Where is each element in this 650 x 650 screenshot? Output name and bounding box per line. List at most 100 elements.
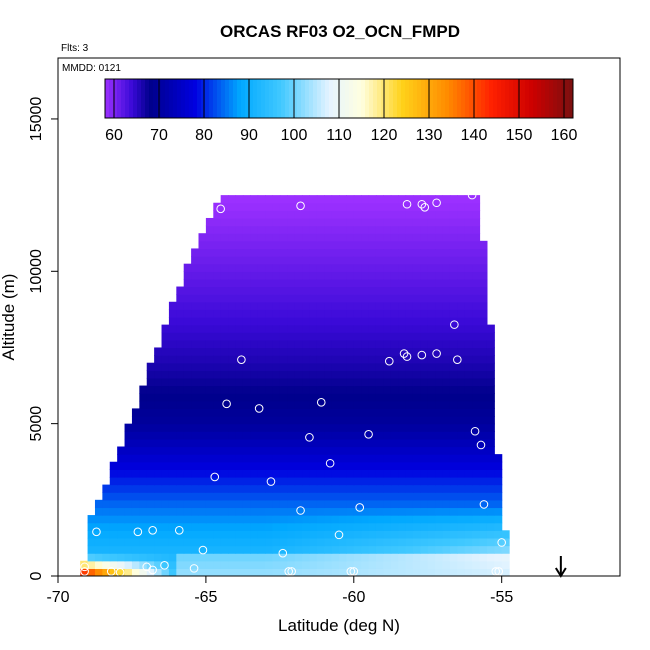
field-cell [213, 309, 222, 318]
field-cell [353, 507, 362, 516]
field-cell [339, 317, 347, 326]
field-cell [472, 545, 481, 554]
field-cell [412, 225, 421, 234]
field-cell [220, 507, 229, 516]
field-cell [131, 545, 140, 554]
field-cell [235, 499, 244, 509]
field-cell [457, 431, 466, 440]
field-cell [479, 484, 488, 493]
field-cell [346, 553, 355, 562]
field-cell [405, 476, 414, 486]
field-cell [405, 195, 414, 204]
field-cell [472, 446, 481, 455]
field-cell [479, 309, 488, 318]
field-cell [412, 515, 421, 524]
field-cell [213, 423, 222, 432]
field-cell [302, 347, 311, 356]
field-cell [198, 233, 207, 242]
y-tick-label: 10000 [28, 249, 45, 294]
field-cell [228, 294, 237, 303]
field-cell [191, 256, 200, 265]
field-cell [213, 438, 222, 448]
field-cell [383, 438, 392, 448]
field-cell [324, 355, 333, 364]
field-cell [346, 492, 355, 501]
field-cell [183, 537, 192, 547]
field-cell [213, 377, 222, 387]
field-cell [346, 385, 355, 394]
field-cell [309, 545, 318, 554]
field-cell [242, 233, 251, 242]
field-cell [346, 339, 355, 349]
field-cell [457, 278, 466, 288]
field-cell [191, 385, 200, 394]
field-cell [228, 499, 237, 509]
field-cell [339, 492, 347, 501]
field-cell [375, 553, 384, 562]
field-cell [139, 416, 148, 425]
colorbar-cell [185, 79, 190, 118]
field-cell [375, 560, 384, 569]
field-cell [176, 545, 185, 554]
field-cell [412, 537, 421, 547]
field-cell [131, 515, 140, 524]
field-cell [191, 278, 200, 288]
field-cell [124, 560, 133, 569]
observation-point [316, 398, 326, 407]
field-cell [183, 530, 192, 539]
field-cell [316, 217, 325, 227]
field-cell [228, 408, 237, 417]
field-cell [346, 537, 355, 547]
field-cell [479, 446, 488, 455]
field-cell [486, 515, 495, 524]
field-cell [242, 339, 251, 349]
field-cell [228, 362, 237, 371]
field-cell [331, 492, 340, 501]
field-cell [242, 202, 251, 211]
field-cell [242, 240, 251, 250]
field-cell [457, 537, 466, 547]
field-cell [205, 324, 214, 333]
field-cell [131, 476, 140, 486]
field-cell [383, 454, 392, 463]
field-cell [228, 339, 237, 349]
field-cell [191, 476, 200, 486]
field-cell [353, 301, 362, 310]
field-cell [176, 332, 185, 341]
field-cell [168, 377, 177, 387]
field-cell [486, 476, 495, 486]
field-cell [294, 355, 303, 364]
field-cell [279, 317, 288, 326]
field-cell [383, 423, 392, 432]
field-cell [279, 248, 288, 257]
field-cell [139, 446, 148, 455]
field-cell [250, 530, 259, 539]
field-cell [324, 324, 333, 333]
field-cell [420, 431, 429, 440]
field-cell [235, 339, 244, 349]
field-cell [250, 370, 259, 379]
colorbar-cell [153, 79, 158, 118]
observation-point [432, 198, 441, 208]
field-cell [353, 454, 362, 463]
field-cell [183, 309, 192, 318]
field-cell [109, 522, 118, 531]
field-cell [368, 347, 377, 356]
field-cell [383, 301, 392, 310]
field-cell [368, 202, 377, 211]
field-cell [309, 217, 318, 227]
field-cell [235, 515, 244, 524]
field-cell [375, 217, 384, 227]
field-cell [242, 347, 251, 356]
field-cell [361, 385, 370, 394]
field-cell [420, 507, 429, 516]
field-cell [316, 431, 325, 440]
field-cell [279, 522, 288, 531]
field-cell [449, 408, 458, 417]
field-cell [353, 355, 362, 364]
field-cell [294, 393, 303, 402]
field-cell [228, 278, 237, 288]
colorbar-cell [529, 79, 534, 118]
field-cell [442, 408, 451, 417]
field-cell [213, 225, 222, 234]
